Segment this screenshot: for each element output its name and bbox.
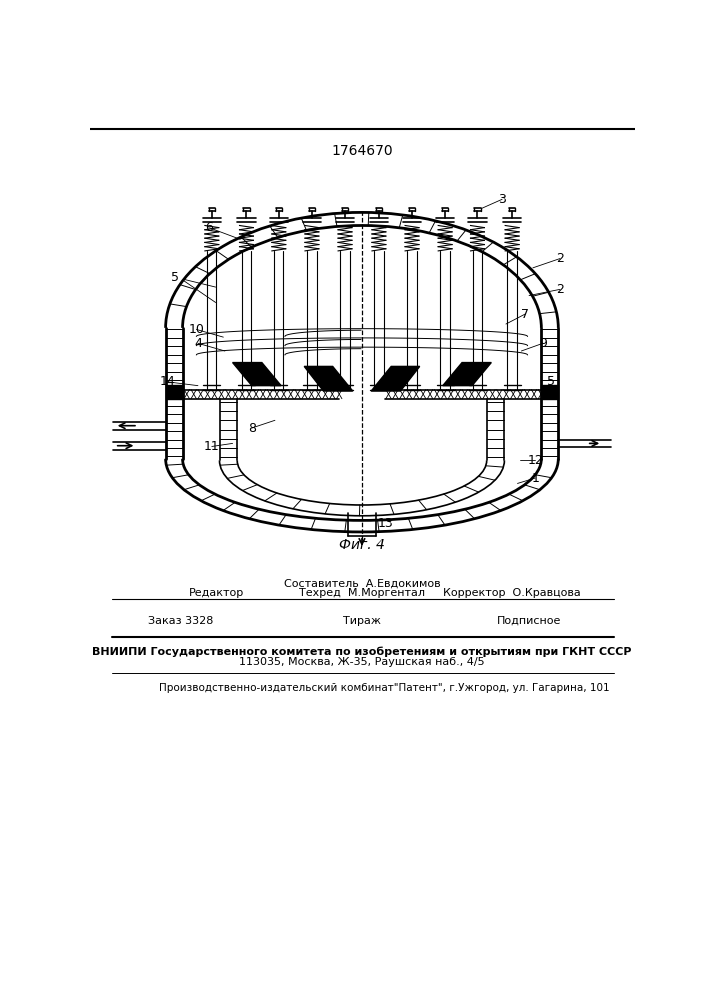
Text: 1: 1	[531, 472, 539, 485]
Text: 3: 3	[498, 193, 506, 206]
Text: 10: 10	[189, 323, 204, 336]
Text: Составитель  А.Евдокимов: Составитель А.Евдокимов	[284, 579, 440, 589]
Text: 4: 4	[194, 337, 202, 350]
Text: 113035, Москва, Ж-35, Раушская наб., 4/5: 113035, Москва, Ж-35, Раушская наб., 4/5	[239, 657, 485, 667]
Text: Тираж: Тираж	[343, 615, 381, 626]
Polygon shape	[233, 363, 281, 386]
Text: 14: 14	[159, 375, 175, 388]
Text: 11: 11	[204, 440, 220, 453]
Bar	[542, 385, 559, 399]
Polygon shape	[443, 363, 491, 386]
Text: 5: 5	[547, 375, 554, 388]
Text: 5: 5	[171, 271, 179, 284]
Text: Техред  М.Моргентал: Техред М.Моргентал	[299, 588, 425, 598]
Text: 2: 2	[556, 252, 563, 265]
Text: 9: 9	[539, 337, 547, 350]
Text: ВНИИПИ Государственного комитета по изобретениям и открытиям при ГКНТ СССР: ВНИИПИ Государственного комитета по изоб…	[92, 646, 631, 657]
Polygon shape	[304, 366, 353, 391]
Text: 12: 12	[527, 454, 543, 467]
Text: 8: 8	[248, 422, 256, 434]
Polygon shape	[371, 366, 420, 391]
Text: 1764670: 1764670	[331, 144, 393, 158]
Text: Редактор: Редактор	[189, 588, 244, 598]
Text: 13: 13	[378, 517, 394, 530]
Text: Производственно-издательский комбинат"Патент", г.Ужгород, ул. Гагарина, 101: Производственно-издательский комбинат"Па…	[160, 683, 610, 693]
Text: Фиг. 4: Фиг. 4	[339, 538, 385, 552]
Text: 6: 6	[206, 221, 214, 234]
Text: 7: 7	[521, 308, 530, 321]
Text: Корректор  О.Кравцова: Корректор О.Кравцова	[443, 588, 581, 598]
Bar	[165, 385, 182, 399]
Text: Подписное: Подписное	[497, 615, 561, 626]
Text: Заказ 3328: Заказ 3328	[148, 615, 214, 626]
Text: 2: 2	[556, 283, 563, 296]
